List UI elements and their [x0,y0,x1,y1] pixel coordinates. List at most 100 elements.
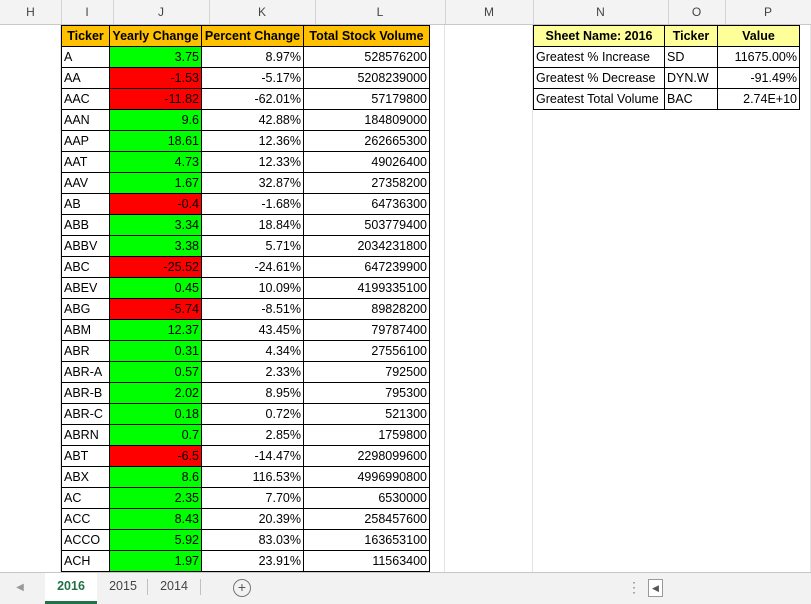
yearly-change-header[interactable]: Yearly Change [109,25,202,47]
yearly-change-cell[interactable]: 0.45 [109,277,202,299]
tab-2016[interactable]: 2016 [45,573,97,604]
col-header-i[interactable]: I [61,0,114,24]
percent-change-cell[interactable]: 116.53% [201,466,304,488]
yearly-change-cell[interactable]: 9.6 [109,109,202,131]
volume-cell[interactable]: 89828200 [303,298,430,320]
yearly-change-cell[interactable]: 3.34 [109,214,202,236]
volume-cell[interactable]: 64736300 [303,193,430,215]
percent-change-cell[interactable]: 43.45% [201,319,304,341]
yearly-change-cell[interactable]: 1.97 [109,550,202,572]
yearly-change-cell[interactable]: 18.61 [109,130,202,152]
ticker-cell[interactable]: AA [61,67,110,89]
volume-cell[interactable]: 503779400 [303,214,430,236]
volume-cell[interactable]: 1759800 [303,424,430,446]
volume-cell[interactable]: 27358200 [303,172,430,194]
percent-change-cell[interactable]: -14.47% [201,445,304,467]
yearly-change-cell[interactable]: -11.82 [109,88,202,110]
ticker-cell[interactable]: ACH [61,550,110,572]
horizontal-scrollbar[interactable] [663,580,811,596]
yearly-change-cell[interactable]: -25.52 [109,256,202,278]
summary-sheet-name[interactable]: Sheet Name: 2016 [533,25,665,47]
volume-cell[interactable]: 163653100 [303,529,430,551]
ticker-cell[interactable]: AB [61,193,110,215]
ticker-header[interactable]: Ticker [61,25,110,47]
percent-change-cell[interactable]: 12.33% [201,151,304,173]
ticker-cell[interactable]: AC [61,487,110,509]
percent-change-cell[interactable]: -62.01% [201,88,304,110]
ticker-cell[interactable]: ABB [61,214,110,236]
col-header-o[interactable]: O [668,0,726,24]
ticker-cell[interactable]: AAN [61,109,110,131]
summary-label[interactable]: Greatest Total Volume [533,88,665,110]
ticker-cell[interactable]: A [61,46,110,68]
percent-change-cell[interactable]: 10.09% [201,277,304,299]
volume-cell[interactable]: 4996990800 [303,466,430,488]
percent-change-cell[interactable]: 23.91% [201,550,304,572]
yearly-change-cell[interactable]: 0.31 [109,340,202,362]
summary-ticker[interactable]: BAC [664,88,718,110]
ticker-cell[interactable]: AAP [61,130,110,152]
ticker-cell[interactable]: AAC [61,88,110,110]
volume-cell[interactable]: 27556100 [303,340,430,362]
percent-change-cell[interactable]: 42.88% [201,109,304,131]
yearly-change-cell[interactable]: -1.53 [109,67,202,89]
percent-change-cell[interactable]: 18.84% [201,214,304,236]
yearly-change-cell[interactable]: 8.43 [109,508,202,530]
spreadsheet-area[interactable]: H I J K L M N O P Ticker Yearly Change P… [0,0,811,572]
percent-change-cell[interactable]: 83.03% [201,529,304,551]
col-header-l[interactable]: L [315,0,446,24]
volume-cell[interactable]: 49026400 [303,151,430,173]
summary-label[interactable]: Greatest % Increase [533,46,665,68]
percent-change-cell[interactable]: -5.17% [201,67,304,89]
summary-value-header[interactable]: Value [717,25,800,47]
total-volume-header[interactable]: Total Stock Volume [303,25,430,47]
volume-cell[interactable]: 528576200 [303,46,430,68]
summary-value[interactable]: -91.49% [717,67,800,89]
ticker-cell[interactable]: ABR-B [61,382,110,404]
yearly-change-cell[interactable]: 0.57 [109,361,202,383]
volume-cell[interactable]: 184809000 [303,109,430,131]
yearly-change-cell[interactable]: 5.92 [109,529,202,551]
percent-change-cell[interactable]: 2.33% [201,361,304,383]
ticker-cell[interactable]: ABM [61,319,110,341]
ticker-cell[interactable]: AAV [61,172,110,194]
ticker-cell[interactable]: ABT [61,445,110,467]
ticker-cell[interactable]: ABR-C [61,403,110,425]
ticker-cell[interactable]: ABR [61,340,110,362]
volume-cell[interactable]: 4199335100 [303,277,430,299]
volume-cell[interactable]: 2034231800 [303,235,430,257]
volume-cell[interactable]: 647239900 [303,256,430,278]
col-header-m[interactable]: M [445,0,534,24]
volume-cell[interactable]: 795300 [303,382,430,404]
yearly-change-cell[interactable]: -6.5 [109,445,202,467]
yearly-change-cell[interactable]: 0.7 [109,424,202,446]
more-options-icon[interactable]: ⋮ [627,579,641,595]
ticker-cell[interactable]: ACCO [61,529,110,551]
percent-change-cell[interactable]: 4.34% [201,340,304,362]
yearly-change-cell[interactable]: 12.37 [109,319,202,341]
volume-cell[interactable]: 6530000 [303,487,430,509]
volume-cell[interactable]: 57179800 [303,88,430,110]
volume-cell[interactable]: 2298099600 [303,445,430,467]
percent-change-header[interactable]: Percent Change [201,25,304,47]
volume-cell[interactable]: 792500 [303,361,430,383]
summary-ticker[interactable]: SD [664,46,718,68]
volume-cell[interactable]: 11563400 [303,550,430,572]
yearly-change-cell[interactable]: 1.67 [109,172,202,194]
ticker-cell[interactable]: ABX [61,466,110,488]
tab-scroll-left-icon[interactable]: ◀ [16,582,24,593]
yearly-change-cell[interactable]: 0.18 [109,403,202,425]
summary-value[interactable]: 11675.00% [717,46,800,68]
yearly-change-cell[interactable]: 3.75 [109,46,202,68]
scroll-left-icon[interactable]: ◀ [648,579,663,597]
volume-cell[interactable]: 79787400 [303,319,430,341]
add-sheet-icon[interactable]: + [233,579,251,597]
percent-change-cell[interactable]: 0.72% [201,403,304,425]
yearly-change-cell[interactable]: 2.35 [109,487,202,509]
ticker-cell[interactable]: ABR-A [61,361,110,383]
col-header-h[interactable]: H [0,0,62,24]
ticker-cell[interactable]: ACC [61,508,110,530]
summary-ticker[interactable]: DYN.W [664,67,718,89]
col-header-n[interactable]: N [533,0,669,24]
summary-ticker-header[interactable]: Ticker [664,25,718,47]
